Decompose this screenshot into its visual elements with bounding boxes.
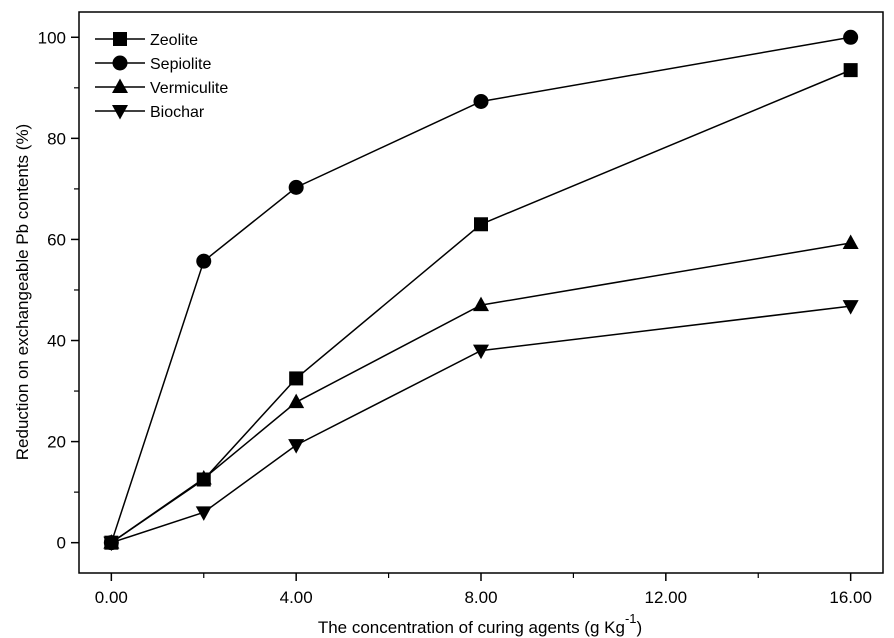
- legend-marker-biochar: [112, 105, 128, 120]
- legend-label-sepiolite: Sepiolite: [150, 56, 211, 73]
- legend-marker-zeolite: [113, 32, 127, 46]
- legend: Zeolite Sepiolite Vermiculite Biochar: [95, 32, 228, 121]
- data-point-zeolite: [474, 217, 488, 232]
- data-point-vermiculite: [195, 469, 212, 485]
- x-tick-label: 12.00: [645, 588, 688, 607]
- series-line-biochar: [111, 305, 851, 544]
- data-point-biochar: [842, 300, 859, 315]
- data-point-vermiculite: [842, 234, 859, 249]
- x-tick-label: 0.00: [95, 588, 128, 607]
- y-tick-label: 20: [47, 433, 66, 452]
- x-tick-label: 8.00: [464, 588, 497, 607]
- data-point-biochar: [195, 506, 212, 521]
- y-tick-label: 40: [47, 332, 66, 351]
- x-tick-label: 4.00: [280, 588, 313, 607]
- legend-marker-sepiolite: [112, 55, 128, 71]
- data-point-sepiolite: [843, 29, 859, 45]
- data-point-zeolite: [843, 63, 858, 78]
- data-point-biochar: [473, 344, 489, 360]
- legend-label-vermiculite: Vermiculite: [150, 80, 228, 97]
- legend-label-biochar: Biochar: [150, 104, 205, 121]
- y-tick-label: 100: [38, 28, 66, 47]
- data-point-sepiolite: [473, 93, 489, 109]
- data-point-sepiolite: [288, 179, 304, 195]
- series-line-sepiolite: [110, 36, 851, 543]
- data-point-zeolite: [289, 371, 304, 386]
- series-markers: [103, 29, 859, 552]
- y-tick-label: 0: [57, 534, 66, 553]
- y-axis-title: Reduction on exchangeable Pb contents (%…: [13, 124, 32, 460]
- y-tick-label: 80: [47, 129, 66, 148]
- axis-ticks: 0.00 4.00 8.00 12.00 16.00 0 20 40 60 80 100: [38, 28, 872, 607]
- data-point-vermiculite: [473, 296, 489, 312]
- x-axis-title: The concentration of curing agents (g Kg…: [318, 611, 642, 637]
- legend-marker-vermiculite: [112, 78, 128, 93]
- x-tick-label: 16.00: [829, 588, 872, 607]
- legend-label-zeolite: Zeolite: [150, 32, 198, 49]
- series-line-vermiculite: [110, 242, 851, 544]
- series-lines: [110, 36, 851, 544]
- data-point-sepiolite: [196, 253, 212, 269]
- y-tick-label: 60: [47, 230, 66, 249]
- data-point-vermiculite: [288, 393, 305, 409]
- data-point-biochar: [103, 536, 120, 552]
- data-point-biochar: [288, 439, 305, 454]
